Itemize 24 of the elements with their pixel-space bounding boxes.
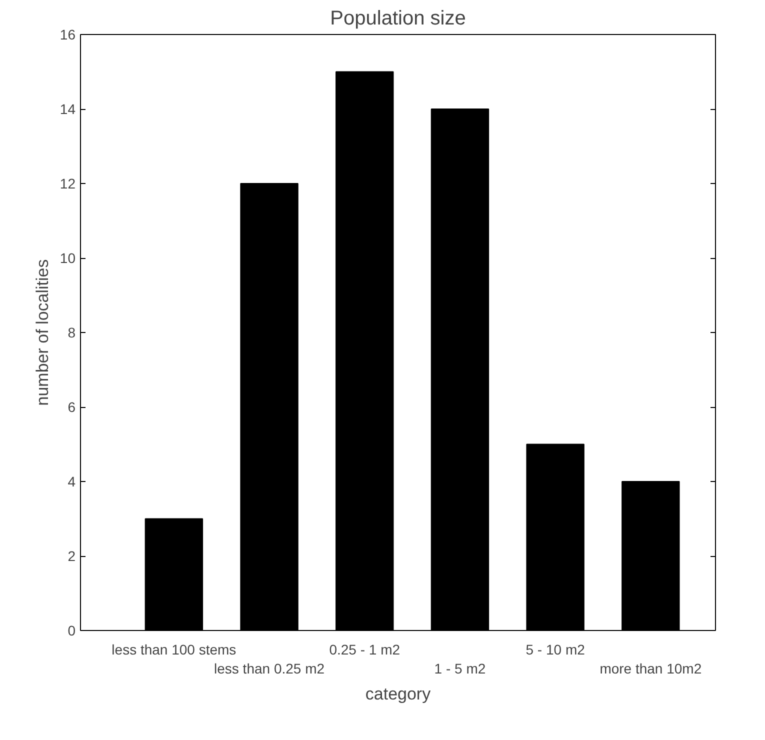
x-tick-label: more than 10m2 xyxy=(600,660,702,677)
x-axis-title: category xyxy=(365,684,432,704)
y-tick-label: 0 xyxy=(68,622,76,638)
x-tick-label: less than 0.25 m2 xyxy=(214,660,325,677)
bar xyxy=(430,108,490,630)
y-tick-label: 6 xyxy=(68,399,76,415)
bar xyxy=(336,71,394,630)
bar xyxy=(622,481,680,630)
y-tick-label: 16 xyxy=(60,26,76,42)
bar xyxy=(240,183,298,630)
x-tick-label: less than 100 stems xyxy=(112,642,236,658)
x-tick-label: 5 - 10 m2 xyxy=(526,642,586,658)
bar xyxy=(526,444,584,630)
bar xyxy=(144,518,204,630)
x-tick-label: 0.25 - 1 m2 xyxy=(329,642,400,658)
y-tick-label: 2 xyxy=(68,548,76,564)
y-tick-label: 12 xyxy=(60,176,76,192)
x-tick-label: 1 - 5 m2 xyxy=(434,660,486,677)
y-tick-label: 10 xyxy=(60,250,76,266)
y-tick-label: 8 xyxy=(68,324,76,340)
y-tick-label: 14 xyxy=(60,101,76,117)
y-tick-label: 4 xyxy=(68,474,76,490)
y-axis-title: number of localities xyxy=(32,259,52,406)
chart-title: Population size xyxy=(330,8,466,30)
